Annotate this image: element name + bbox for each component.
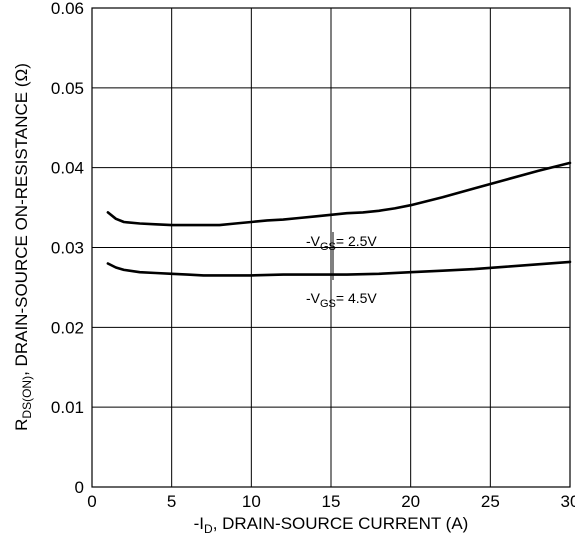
y-tick-label: 0.05 xyxy=(51,79,84,98)
y-axis-title-rest: , DRAIN-SOURCE ON-RESISTANCE (Ω) xyxy=(12,63,31,376)
y-axis-title-prefix: R xyxy=(12,419,31,431)
y-tick-label: 0 xyxy=(75,478,84,497)
curves xyxy=(106,161,572,277)
tick-labels: 0 5 10 15 20 25 30 0 0.01 0.02 0.03 0.04 0.05 0.06 xyxy=(51,0,575,511)
x-tick-label: 5 xyxy=(167,492,176,511)
x-tick-label: 25 xyxy=(481,492,500,511)
series-2-label-sub: GS xyxy=(320,298,336,310)
y-tick-label: 0.02 xyxy=(51,318,84,337)
x-axis-title-rest: , DRAIN-SOURCE CURRENT (A) xyxy=(213,514,469,533)
x-axis-title-sub: D xyxy=(204,522,213,536)
y-tick-label: 0.04 xyxy=(51,159,84,178)
series-1-label: -VGS= 2.5V xyxy=(306,233,377,253)
y-tick-label: 0.01 xyxy=(51,398,84,417)
series-2-label-rest: = 4.5V xyxy=(336,290,378,306)
plot-frame xyxy=(91,7,571,488)
x-axis-title: -ID, DRAIN-SOURCE CURRENT (A) xyxy=(194,514,469,536)
x-tick-label: 30 xyxy=(561,492,575,511)
x-tick-label: 20 xyxy=(401,492,420,511)
y-tick-label: 0.06 xyxy=(51,0,84,18)
x-tick-label: 0 xyxy=(87,492,96,511)
grid xyxy=(92,8,570,487)
series-1-label-prefix: -V xyxy=(306,233,321,249)
series-1-label-sub: GS xyxy=(320,241,336,253)
series-1-line xyxy=(106,161,572,227)
y-axis-title: RDS(ON), DRAIN-SOURCE ON-RESISTANCE (Ω) xyxy=(12,63,34,431)
series-1-label-rest: = 2.5V xyxy=(336,233,378,249)
x-axis-title-prefix: -I xyxy=(194,514,204,533)
y-tick-label: 0.03 xyxy=(51,239,84,258)
series-2-label-prefix: -V xyxy=(306,290,321,306)
series-2-label: -VGS= 4.5V xyxy=(306,290,377,310)
y-axis-title-sub: DS(ON) xyxy=(20,376,34,419)
series-2-line xyxy=(106,260,572,277)
x-tick-label: 10 xyxy=(242,492,261,511)
x-tick-label: 15 xyxy=(322,492,341,511)
